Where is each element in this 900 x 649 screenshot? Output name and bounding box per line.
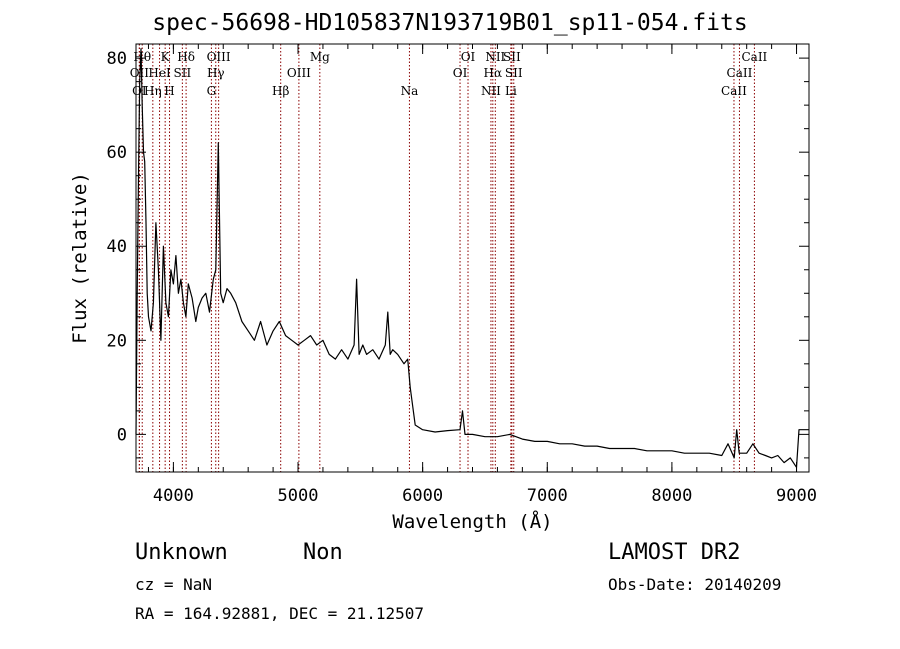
redshift-cz: cz = NaN: [135, 575, 213, 594]
y-tick-label-40: 40: [107, 237, 127, 257]
line-label-13: OIII: [287, 66, 311, 80]
line-label-17: OI: [461, 50, 476, 64]
line-labels: OIIOIHθHηHeIKHSIIHδGHγOIIIHβOIIIMgNaOIOI…: [130, 50, 768, 98]
plot-frame: [135, 43, 810, 473]
line-label-21: SII: [503, 50, 521, 64]
spectrum-series: [135, 48, 809, 468]
line-label-0: OII: [130, 66, 150, 80]
line-label-18: NII: [481, 84, 501, 98]
ra-dec-coordinates: RA = 164.92881, DEC = 21.12507: [135, 604, 424, 623]
line-label-24: CaII: [721, 84, 747, 98]
line-label-1: OI: [132, 84, 147, 98]
spectrum-line: [135, 48, 809, 468]
chart-title: spec-56698-HD105837N193719B01_sp11-054.f…: [152, 10, 748, 36]
line-label-22: Li: [505, 84, 517, 98]
line-label-20: NII: [485, 50, 505, 64]
line-label-25: CaII: [727, 66, 753, 80]
line-label-23: SII: [505, 66, 523, 80]
x-tick-label-8000: 8000: [651, 486, 692, 506]
line-label-7: SII: [174, 66, 192, 80]
line-label-11: OIII: [207, 50, 231, 64]
y-axis-label: Flux (relative): [69, 172, 91, 344]
line-markers: [138, 44, 755, 472]
y-tick-label-80: 80: [107, 49, 127, 69]
axis-ticks: 4000 5000 6000 7000 8000 9000 0 20 40 60 80: [107, 44, 817, 506]
survey-name: LAMOST DR2: [608, 540, 741, 565]
line-label-15: Na: [401, 84, 419, 98]
y-tick-label-0: 0: [117, 425, 127, 445]
line-label-26: CaII: [741, 50, 767, 64]
line-label-19: Hα: [484, 66, 503, 80]
object-subclass: Non: [303, 540, 343, 565]
line-label-10: Hγ: [207, 66, 225, 80]
x-tick-label-5000: 5000: [278, 486, 319, 506]
line-label-6: H: [164, 84, 174, 98]
x-tick-label-7000: 7000: [527, 486, 568, 506]
line-label-5: K: [161, 50, 171, 64]
y-tick-label-20: 20: [107, 331, 127, 351]
line-label-16: OI: [453, 66, 468, 80]
line-label-2: Hθ: [133, 50, 151, 64]
observation-date: Obs-Date: 20140209: [608, 575, 782, 594]
x-axis-label: Wavelength (Å): [392, 510, 552, 533]
line-label-8: Hδ: [177, 50, 195, 64]
x-tick-label-4000: 4000: [153, 486, 194, 506]
line-label-9: G: [207, 84, 217, 98]
line-label-4: HeI: [148, 66, 171, 80]
x-tick-label-6000: 6000: [402, 486, 443, 506]
x-tick-label-9000: 9000: [776, 486, 817, 506]
line-label-12: Hβ: [272, 84, 289, 98]
object-class: Unknown: [135, 540, 228, 565]
line-label-3: Hη: [144, 84, 162, 98]
y-tick-label-60: 60: [107, 143, 127, 163]
line-label-14: Mg: [310, 50, 330, 64]
